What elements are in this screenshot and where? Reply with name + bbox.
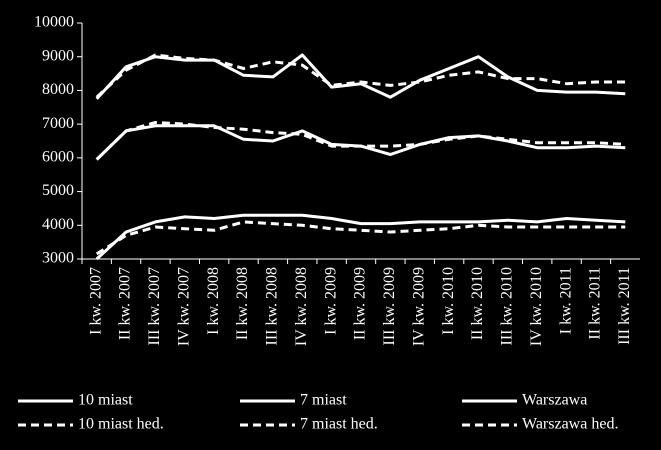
x-tick-label: I kw. 2010 <box>440 267 457 335</box>
legend-label: 7 miast hed. <box>300 416 378 433</box>
x-tick-label: III kw. 2008 <box>264 267 281 346</box>
x-tick-label: II kw. 2010 <box>469 267 486 340</box>
y-tick-label: 7000 <box>42 115 74 132</box>
legend-label: 10 miast <box>78 392 133 409</box>
x-tick-label: II kw. 2009 <box>352 267 369 340</box>
series-line <box>95 121 626 161</box>
legend-label: Warszawa <box>522 392 587 409</box>
y-tick-label: 9000 <box>42 47 74 64</box>
x-tick-label: IV kw. 2010 <box>528 267 545 346</box>
x-tick-label: III kw. 2010 <box>499 267 516 346</box>
x-tick-label: III kw. 2011 <box>616 267 633 345</box>
x-tick-label: I kw. 2008 <box>205 267 222 335</box>
y-tick-label: 5000 <box>42 182 74 199</box>
y-tick-label: 6000 <box>42 149 74 166</box>
x-tick-label: IV kw. 2007 <box>175 267 192 346</box>
y-tick-label: 3000 <box>42 250 74 267</box>
y-tick-label: 4000 <box>42 216 74 233</box>
x-tick-label: III kw. 2007 <box>146 267 163 346</box>
y-tick-label: 8000 <box>42 81 74 98</box>
legend-label: 7 miast <box>300 392 347 409</box>
x-tick-label: IV kw. 2008 <box>293 267 310 346</box>
series-line <box>95 53 626 99</box>
y-tick-label: 10000 <box>34 14 74 31</box>
x-tick-label: I kw. 2009 <box>322 267 339 335</box>
x-tick-label: I kw. 2011 <box>557 267 574 334</box>
x-tick-label: II kw. 2011 <box>587 267 604 340</box>
series-line <box>95 53 626 100</box>
x-tick-label: I kw. 2007 <box>87 267 104 335</box>
series-line <box>95 220 626 256</box>
x-tick-label: II kw. 2007 <box>117 267 134 340</box>
legend-label: 10 miast hed. <box>78 416 164 433</box>
x-tick-label: IV kw. 2009 <box>410 267 427 346</box>
x-tick-label: III kw. 2009 <box>381 267 398 346</box>
x-tick-label: II kw. 2008 <box>234 267 251 340</box>
legend-label: Warszawa hed. <box>522 416 618 433</box>
series-line <box>95 213 626 261</box>
series-line <box>95 124 626 161</box>
